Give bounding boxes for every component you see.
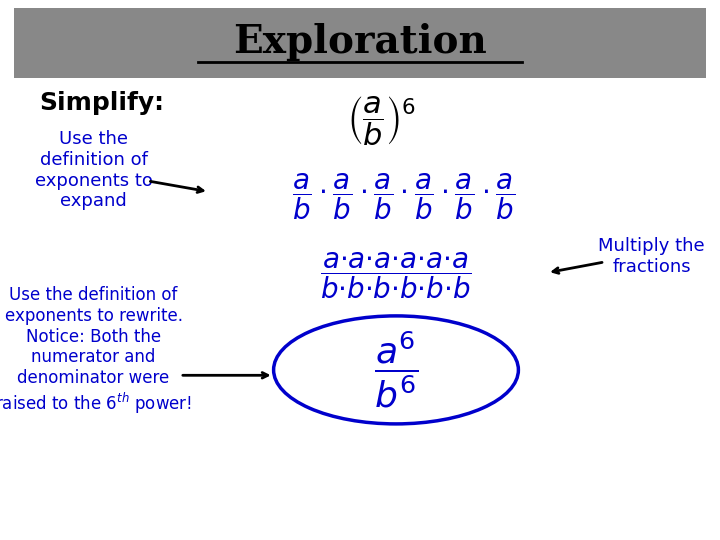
Text: Multiply the
fractions: Multiply the fractions: [598, 237, 705, 276]
Text: $\dfrac{a{\cdot}a{\cdot}a{\cdot}a{\cdot}a{\cdot}a}{b{\cdot}b{\cdot}b{\cdot}b{\cd: $\dfrac{a{\cdot}a{\cdot}a{\cdot}a{\cdot}…: [320, 250, 472, 301]
Text: Use the
definition of
exponents to
expand: Use the definition of exponents to expan…: [35, 130, 153, 210]
Text: $\left(\dfrac{a}{b}\right)^{6}$: $\left(\dfrac{a}{b}\right)^{6}$: [347, 94, 416, 149]
FancyBboxPatch shape: [14, 8, 706, 78]
Text: $\dfrac{a^6}{b^6}$: $\dfrac{a^6}{b^6}$: [374, 329, 418, 410]
Text: Simplify:: Simplify:: [40, 91, 165, 114]
Text: Use the definition of
exponents to rewrite.
Notice: Both the
numerator and
denom: Use the definition of exponents to rewri…: [0, 286, 192, 416]
Text: Exploration: Exploration: [233, 23, 487, 61]
Text: $\dfrac{a}{b}\cdot\dfrac{a}{b}\cdot\dfrac{a}{b}\cdot\dfrac{a}{b}\cdot\dfrac{a}{b: $\dfrac{a}{b}\cdot\dfrac{a}{b}\cdot\dfra…: [292, 172, 515, 222]
